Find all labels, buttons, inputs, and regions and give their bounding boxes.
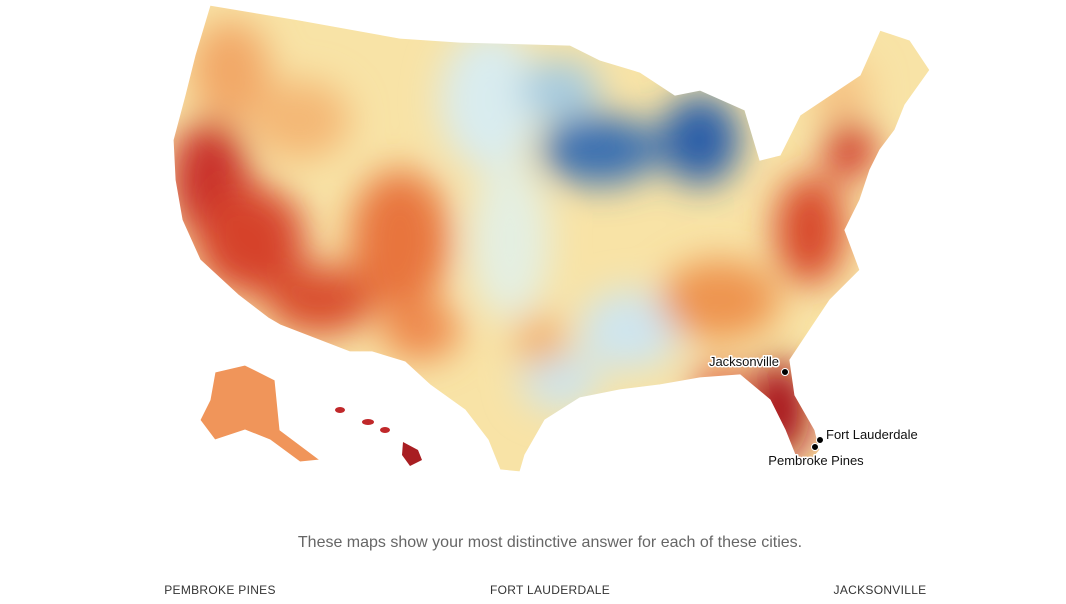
marker-label: Pembroke Pines — [768, 453, 864, 468]
caption: These maps show your most distinctive an… — [298, 534, 802, 551]
markers: Jacksonville Fort Lauderdale Pembroke Pi… — [707, 353, 919, 470]
column-header[interactable]: JACKSONVILLE — [834, 583, 927, 597]
marker-dot — [811, 443, 819, 451]
marker-label: Fort Lauderdale — [826, 427, 918, 442]
column-header[interactable]: PEMBROKE PINES — [164, 583, 276, 597]
column-header[interactable]: FORT LAUDERDALE — [490, 583, 610, 597]
us-map — [172, 4, 931, 473]
marker-dot — [816, 436, 824, 444]
marker-label: Jacksonville — [709, 354, 779, 369]
marker-dot — [781, 368, 789, 376]
